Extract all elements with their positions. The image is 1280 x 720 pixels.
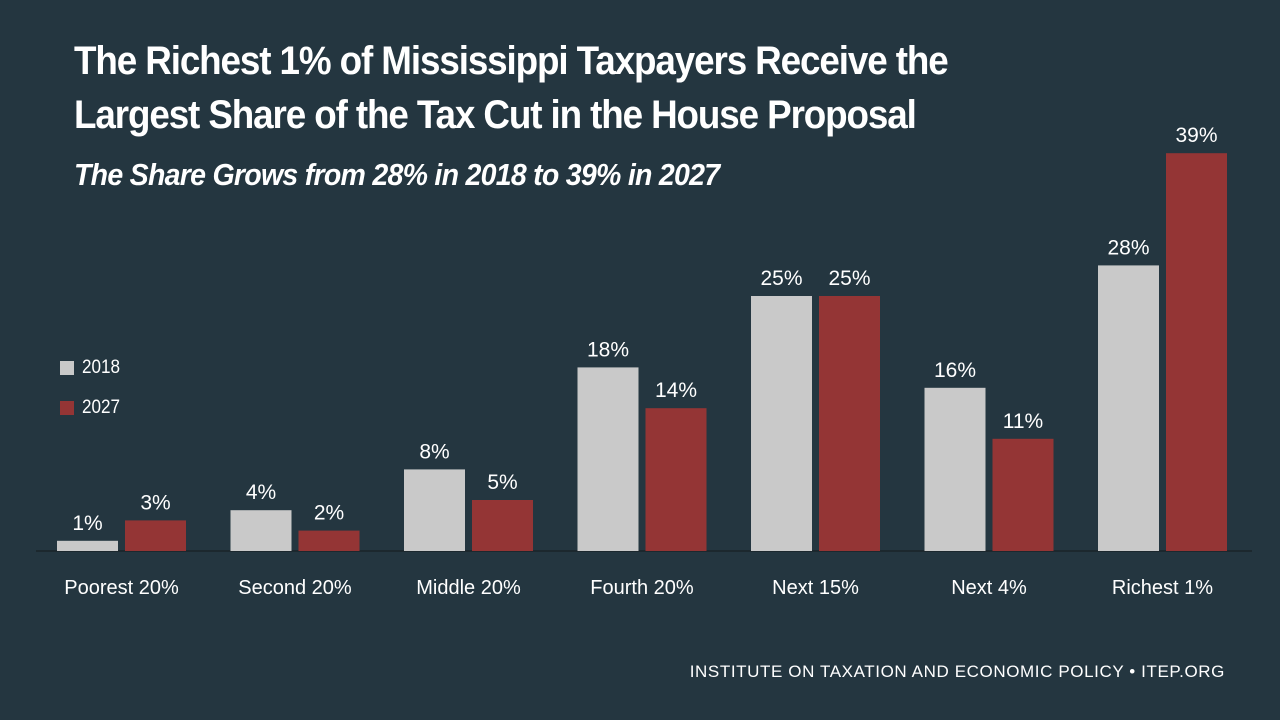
bar-2018-2 xyxy=(404,469,465,551)
legend-swatch-2018 xyxy=(60,361,74,375)
bar-2018-5 xyxy=(924,387,986,551)
category-label-0: Poorest 20% xyxy=(64,577,179,599)
bar-2027-1 xyxy=(298,530,360,551)
bar-2018-4 xyxy=(751,296,812,551)
data-label-2027-4: 25% xyxy=(828,267,870,290)
bar-2018-3 xyxy=(577,367,639,551)
legend-label-2027: 2027 xyxy=(82,397,121,418)
chart-subtitle: The Share Grows from 28% in 2018 to 39% … xyxy=(74,157,720,192)
bar-2018-6 xyxy=(1098,265,1159,551)
data-label-2027-6: 39% xyxy=(1175,124,1217,147)
legend-swatch-2027 xyxy=(60,401,74,415)
data-label-2018-6: 28% xyxy=(1107,236,1149,259)
category-label-1: Second 20% xyxy=(238,577,352,599)
data-label-2018-2: 8% xyxy=(419,440,449,463)
data-label-2018-1: 4% xyxy=(246,481,276,504)
data-label-2027-0: 3% xyxy=(140,491,170,514)
data-label-2027-3: 14% xyxy=(655,379,697,402)
category-label-3: Fourth 20% xyxy=(590,577,694,599)
data-label-2027-5: 11% xyxy=(1003,410,1043,433)
footer-credit: INSTITUTE ON TAXATION AND ECONOMIC POLIC… xyxy=(689,662,1225,681)
bar-2018-0 xyxy=(57,540,118,551)
data-label-2027-1: 2% xyxy=(314,502,344,525)
category-label-2: Middle 20% xyxy=(416,577,521,599)
data-label-2018-4: 25% xyxy=(760,267,802,290)
category-label-5: Next 4% xyxy=(951,577,1027,599)
bar-2027-4 xyxy=(819,296,880,551)
bar-2027-0 xyxy=(125,520,186,551)
category-label-4: Next 15% xyxy=(772,577,859,599)
chart-title: The Richest 1% of Mississippi Taxpayers … xyxy=(74,39,949,137)
legend-label-2018: 2018 xyxy=(82,357,121,378)
data-label-2018-0: 1% xyxy=(72,512,102,535)
data-label-2027-2: 5% xyxy=(487,471,517,494)
bar-2027-2 xyxy=(472,500,533,551)
legend: 2018 2027 xyxy=(60,348,124,428)
legend-item-2018: 2018 xyxy=(60,348,124,388)
bar-2027-3 xyxy=(645,408,707,551)
bar-2027-6 xyxy=(1166,153,1227,551)
data-label-2018-5: 16% xyxy=(934,359,976,382)
data-label-2018-3: 18% xyxy=(587,338,629,361)
legend-item-2027: 2027 xyxy=(60,388,124,428)
bar-2027-5 xyxy=(992,438,1054,551)
bar-2018-1 xyxy=(230,510,292,551)
category-label-6: Richest 1% xyxy=(1112,577,1213,599)
